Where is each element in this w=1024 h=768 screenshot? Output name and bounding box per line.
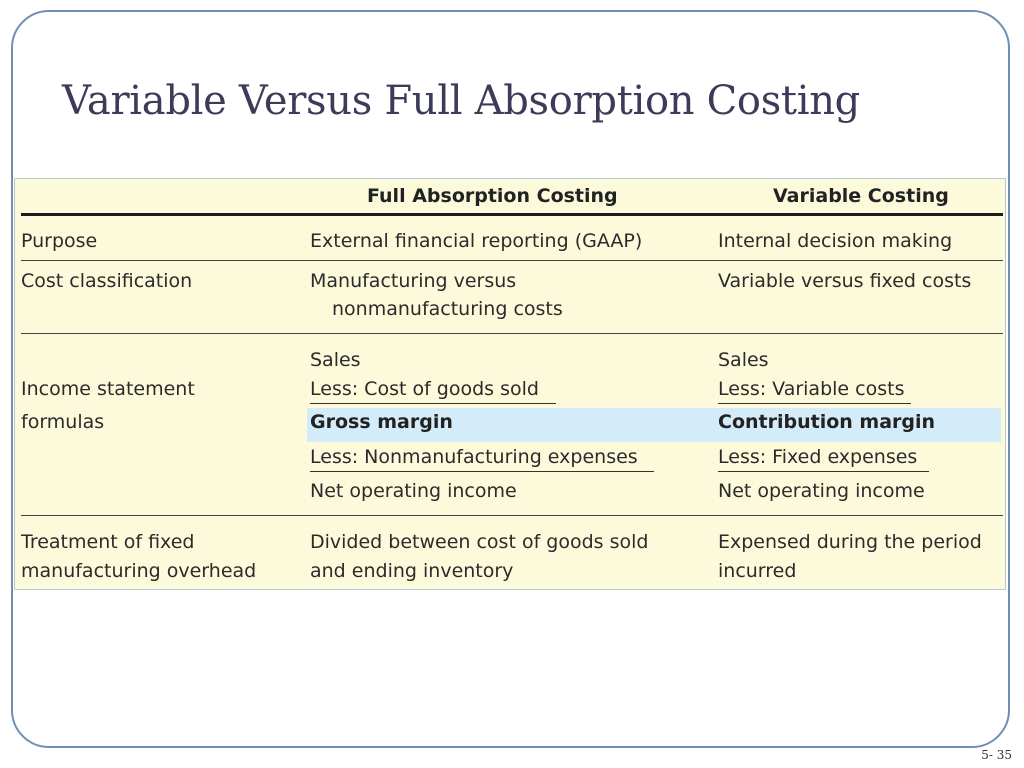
header-full-absorption: Full Absorption Costing <box>367 185 618 207</box>
variable-net-operating-income: Net operating income <box>718 480 925 502</box>
row-label-treatment-line2: manufacturing overhead <box>21 560 257 582</box>
header-rule <box>21 213 1003 216</box>
treatment-full-line2: and ending inventory <box>310 560 514 582</box>
row-divider <box>21 333 1003 334</box>
full-less-nonmanufacturing-expenses: Less: Nonmanufacturing expenses <box>310 446 638 468</box>
row-divider <box>21 515 1003 516</box>
variable-less-expenses-underline <box>718 471 929 472</box>
cost-classification-full-line2: nonmanufacturing costs <box>332 298 563 320</box>
page-number: 5- 35 <box>981 748 1012 762</box>
treatment-full-line1: Divided between cost of goods sold <box>310 531 649 553</box>
comparison-table: Full Absorption Costing Variable Costing… <box>14 178 1006 590</box>
row-label-treatment-line1: Treatment of fixed <box>21 531 195 553</box>
purpose-full: External financial reporting (GAAP) <box>310 230 643 252</box>
margin-highlight-band <box>307 408 1001 442</box>
row-divider <box>21 260 1003 261</box>
variable-less-fixed-expenses: Less: Fixed expenses <box>718 446 918 468</box>
header-variable-costing: Variable Costing <box>773 185 949 207</box>
cost-classification-full-line1: Manufacturing versus <box>310 270 517 292</box>
full-sales: Sales <box>310 349 361 371</box>
full-net-operating-income: Net operating income <box>310 480 517 502</box>
full-gross-margin: Gross margin <box>310 411 453 433</box>
variable-contribution-margin: Contribution margin <box>718 411 936 433</box>
variable-less-variable-costs: Less: Variable costs <box>718 378 905 400</box>
cost-classification-variable: Variable versus fixed costs <box>718 270 972 292</box>
variable-sales: Sales <box>718 349 769 371</box>
row-label-formulas: formulas <box>21 411 105 433</box>
treatment-variable-line2: incurred <box>718 560 797 582</box>
full-less-expenses-underline <box>310 471 654 472</box>
variable-less-cost-underline <box>718 403 911 404</box>
slide-title: Variable Versus Full Absorption Costing <box>62 78 860 124</box>
treatment-variable-line1: Expensed during the period <box>718 531 982 553</box>
purpose-variable: Internal decision making <box>718 230 953 252</box>
full-less-cost-of-goods-sold: Less: Cost of goods sold <box>310 378 539 400</box>
row-label-income-statement: Income statement <box>21 378 195 400</box>
row-label-cost-classification: Cost classification <box>21 270 193 292</box>
row-label-purpose: Purpose <box>21 230 98 252</box>
full-less-cost-underline <box>310 403 556 404</box>
